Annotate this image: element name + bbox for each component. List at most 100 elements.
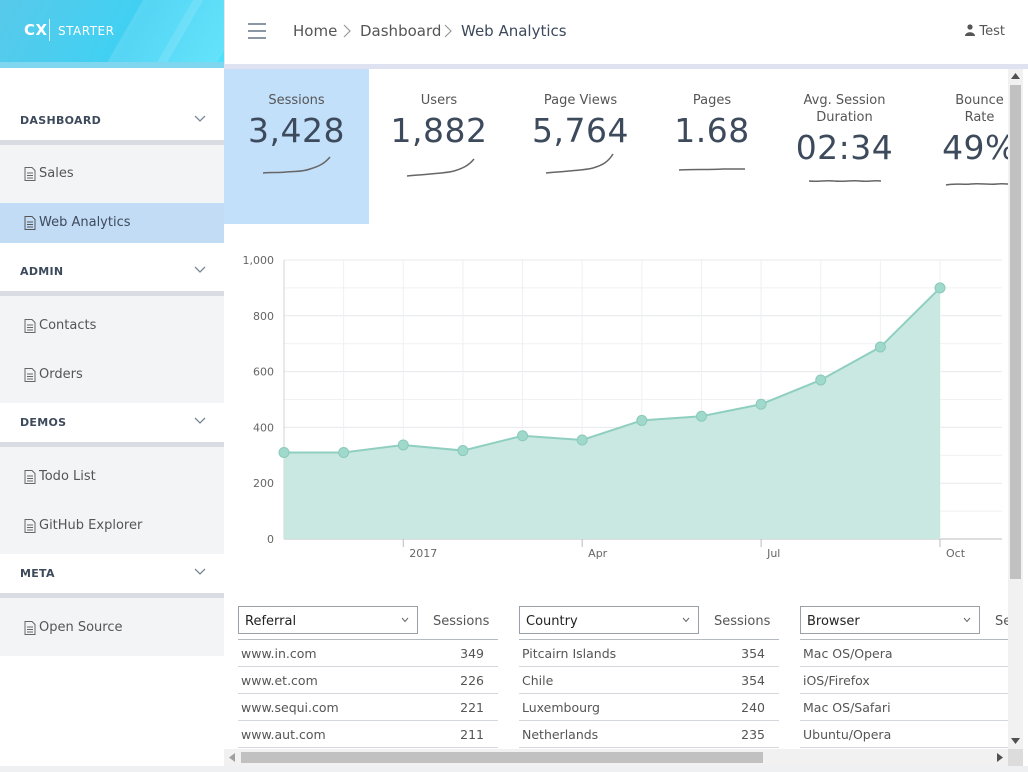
brand-separator [49, 19, 50, 41]
section-dashboard[interactable]: DASHBOARD [0, 102, 224, 140]
table-row[interactable]: www.sequi.com 221 [238, 694, 498, 721]
y-tick-label: 800 [253, 310, 274, 323]
section-divider [0, 442, 224, 447]
sidebar-item-sales[interactable]: Sales [0, 154, 224, 194]
document-icon [24, 470, 36, 484]
section-title: DEMOS [20, 416, 67, 429]
row-value: 211 [460, 727, 484, 742]
select-value: Browser [807, 614, 860, 629]
section-meta-items [0, 598, 224, 656]
section-divider [0, 291, 224, 296]
section-title: META [20, 567, 55, 580]
scroll-up-icon[interactable] [1011, 73, 1020, 79]
row-key: iOS/Firefox [803, 673, 870, 688]
scrollbar-thumb[interactable] [1010, 85, 1021, 579]
sidebar-item-web-analytics[interactable]: Web Analytics [0, 203, 224, 243]
section-title: DASHBOARD [20, 114, 102, 127]
row-value: 354 [741, 673, 765, 688]
kpi-label: Pages [692, 93, 732, 108]
kpi-sessions[interactable]: Sessions 3,428 [224, 69, 369, 224]
vertical-scrollbar[interactable] [1008, 69, 1023, 749]
table-row[interactable]: Mac OS/Safari [800, 694, 1008, 721]
chevron-down-icon [194, 568, 206, 575]
section-divider [0, 593, 224, 598]
table-row[interactable]: Chile 354 [519, 667, 779, 694]
sidebar-item-label: Todo List [39, 469, 96, 484]
kpi-value: 02:34 [795, 128, 894, 167]
country-select[interactable]: Country [519, 606, 699, 634]
kpi-value: 1,882 [390, 111, 488, 150]
table-row[interactable]: Netherlands 235 [519, 721, 779, 748]
hamburger-icon[interactable] [248, 23, 266, 39]
section-admin-items [0, 296, 224, 403]
kpi-avg-session-duration[interactable]: Avg. Session Duration 02:34 [772, 69, 917, 224]
y-tick-label: 1,000 [243, 254, 275, 267]
document-icon [24, 216, 36, 230]
table-divider [519, 639, 779, 640]
document-icon [24, 621, 36, 635]
section-meta[interactable]: META [0, 555, 224, 593]
table-divider [238, 639, 498, 640]
x-tick-label: Jul [766, 547, 780, 560]
row-value: 221 [460, 700, 484, 715]
kpi-users[interactable]: Users 1,882 [369, 69, 509, 224]
kpi-page-views[interactable]: Page Views 5,764 [509, 69, 652, 224]
user-menu[interactable]: Test [965, 24, 1005, 39]
sidebar-item-label: Sales [39, 166, 74, 181]
x-tick-label: Apr [588, 547, 608, 560]
data-point [815, 374, 827, 386]
table-row[interactable]: Ubuntu/Opera [800, 721, 1008, 748]
data-point [517, 430, 529, 442]
sidebar-item-open-source[interactable]: Open Source [0, 608, 224, 648]
table-row[interactable]: Mac OS/Opera [800, 640, 1008, 667]
table-row[interactable]: Luxembourg 240 [519, 694, 779, 721]
sidebar-item-orders[interactable]: Orders [0, 355, 224, 395]
select-value: Country [526, 614, 578, 629]
kpi-bounce-rate[interactable]: Bounce Rate 49% [917, 69, 1008, 224]
column-header: Sessions [433, 614, 490, 629]
section-admin[interactable]: ADMIN [0, 253, 224, 291]
section-demos-items [0, 447, 224, 554]
row-key: Luxembourg [522, 700, 600, 715]
series-line [284, 287, 941, 454]
chevron-down-icon [194, 266, 206, 273]
data-point [338, 447, 350, 459]
chevron-down-icon [194, 417, 206, 424]
column-header: Sessions [714, 614, 771, 629]
referral-select[interactable]: Referral [238, 606, 418, 634]
section-demos[interactable]: DEMOS [0, 404, 224, 442]
document-icon [24, 519, 36, 533]
scroll-down-icon[interactable] [1011, 738, 1020, 744]
y-tick-label: 600 [253, 366, 274, 379]
table-row[interactable]: iOS/Firefox [800, 667, 1008, 694]
sidebar-item-github-explorer[interactable]: GitHub Explorer [0, 506, 224, 546]
kpi-sparkline [808, 179, 882, 183]
data-point [934, 282, 946, 294]
kpi-value: 49% [942, 128, 1008, 167]
sidebar-item-label: Open Source [39, 620, 123, 635]
table-row[interactable]: www.et.com 226 [238, 667, 498, 694]
sidebar-item-contacts[interactable]: Contacts [0, 306, 224, 346]
sidebar-item-label: Web Analytics [39, 215, 131, 230]
kpi-label: Users [420, 93, 458, 108]
horizontal-scrollbar[interactable] [224, 749, 1008, 766]
scrollbar-thumb[interactable] [241, 752, 763, 763]
data-point [278, 447, 290, 459]
section-divider [0, 140, 224, 145]
breadcrumb-home[interactable]: Home [293, 22, 338, 40]
scroll-left-icon[interactable] [229, 753, 235, 762]
table-row[interactable]: www.aut.com 211 [238, 721, 498, 748]
table-row[interactable]: www.in.com 349 [238, 640, 498, 667]
user-name: Test [979, 24, 1005, 39]
row-value: 354 [741, 646, 765, 661]
kpi-sparkline [945, 182, 1008, 186]
sidebar: CX STARTER DASHBOARD Sales Web Analytics… [0, 0, 224, 772]
document-icon [24, 319, 36, 333]
sidebar-item-todo-list[interactable]: Todo List [0, 457, 224, 497]
kpi-pages[interactable]: Pages 1.68 [652, 69, 772, 224]
scroll-right-icon[interactable] [997, 753, 1003, 762]
breadcrumb-dashboard[interactable]: Dashboard [360, 22, 442, 40]
table-row[interactable]: Pitcairn Islands 354 [519, 640, 779, 667]
brand-header[interactable]: CX STARTER [0, 0, 224, 62]
browser-select[interactable]: Browser [800, 606, 980, 634]
